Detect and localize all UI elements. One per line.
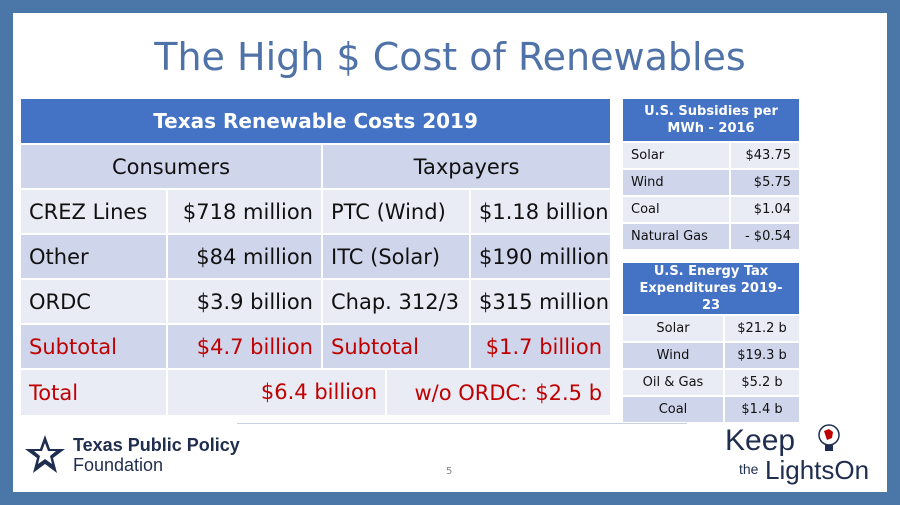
subtotal-consumer-value: $4.7 billion xyxy=(168,325,323,370)
campaign-the: the xyxy=(739,461,759,477)
consumer-label: ORDC xyxy=(21,280,168,325)
subsidy-value: $5.75 xyxy=(731,170,802,197)
org-name-line2: Foundation xyxy=(73,455,164,475)
taxpayer-label: ITC (Solar) xyxy=(323,235,471,280)
subsidies-header-row: U.S. Subsidies per MWh - 2016 xyxy=(623,99,802,143)
table-row: Wind $19.3 b xyxy=(623,343,801,370)
expenditure-value: $5.2 b xyxy=(725,370,801,397)
table-row: Natural Gas - $0.54 xyxy=(623,224,802,251)
expenditure-label: Wind xyxy=(623,343,725,370)
expenditure-label: Solar xyxy=(623,316,725,343)
table-row: Coal $1.4 b xyxy=(623,397,801,424)
subtotal-taxpayer-value: $1.7 billion xyxy=(471,325,613,370)
subsidies-table: U.S. Subsidies per MWh - 2016 Solar $43.… xyxy=(623,99,802,251)
taxpayer-label: Chap. 312/3 xyxy=(323,280,471,325)
page-number: 5 xyxy=(446,466,453,477)
subsidy-label: Coal xyxy=(623,197,731,224)
org-name-line1: Texas Public Policy xyxy=(73,435,240,455)
subtotal-taxpayer-label: Subtotal xyxy=(323,325,471,370)
expenditures-title: U.S. Energy Tax Expenditures 2019-23 xyxy=(623,263,801,316)
wo-ordc-value: $2.5 b xyxy=(535,380,603,405)
consumer-label: Other xyxy=(21,235,168,280)
divider xyxy=(237,423,687,424)
expenditures-header-row: U.S. Energy Tax Expenditures 2019-23 xyxy=(623,263,801,316)
subsidy-label: Wind xyxy=(623,170,731,197)
table-row: Other $84 million ITC (Solar) $190 milli… xyxy=(21,235,613,280)
subsidy-value: $43.75 xyxy=(731,143,802,170)
subsidy-value: $1.04 xyxy=(731,197,802,224)
expenditure-label: Oil & Gas xyxy=(623,370,725,397)
expenditure-value: $19.3 b xyxy=(725,343,801,370)
lightbulb-icon xyxy=(818,424,840,451)
subsidy-label: Natural Gas xyxy=(623,224,731,251)
table-row: Solar $43.75 xyxy=(623,143,802,170)
taxpayers-header: Taxpayers xyxy=(323,145,613,190)
expenditure-label: Coal xyxy=(623,397,725,424)
campaign-keep: Keep xyxy=(725,424,796,457)
total-row: Total $6.4 billion w/o ORDC: $2.5 b xyxy=(21,370,613,417)
taxpayer-value: $315 million xyxy=(471,280,613,325)
texas-costs-table: Texas Renewable Costs 2019 Consumers Tax… xyxy=(21,99,613,417)
column-group-row: Consumers Taxpayers xyxy=(21,145,613,190)
total-label: Total xyxy=(21,370,168,417)
table-row: Coal $1.04 xyxy=(623,197,802,224)
keep-the-lights-on-logo: Keep the LightsOn xyxy=(725,423,885,489)
consumer-value: $84 million xyxy=(168,235,323,280)
subtotal-consumer-label: Subtotal xyxy=(21,325,168,370)
expenditure-value: $1.4 b xyxy=(725,397,801,424)
consumer-value: $718 million xyxy=(168,190,323,235)
taxpayer-value: $1.18 billion xyxy=(471,190,613,235)
subtotal-row: Subtotal $4.7 billion Subtotal $1.7 bill… xyxy=(21,325,613,370)
total-values: $6.4 billion w/o ORDC: $2.5 b xyxy=(168,370,613,417)
table-header-row: Texas Renewable Costs 2019 xyxy=(21,99,613,145)
subsidies-title: U.S. Subsidies per MWh - 2016 xyxy=(623,99,802,143)
table-row: ORDC $3.9 billion Chap. 312/3 $315 milli… xyxy=(21,280,613,325)
consumer-value: $3.9 billion xyxy=(168,280,323,325)
tppf-logo: Texas Public Policy Foundation xyxy=(23,433,240,477)
wo-ordc-label: w/o ORDC: xyxy=(414,380,528,405)
slide: The High $ Cost of Renewables Texas Rene… xyxy=(13,13,887,492)
table-title: Texas Renewable Costs 2019 xyxy=(21,99,613,145)
table-row: Oil & Gas $5.2 b xyxy=(623,370,801,397)
consumers-header: Consumers xyxy=(21,145,323,190)
subsidy-value: - $0.54 xyxy=(731,224,802,251)
taxpayer-value: $190 million xyxy=(471,235,613,280)
star-icon xyxy=(25,435,65,473)
subsidy-label: Solar xyxy=(623,143,731,170)
table-row: Solar $21.2 b xyxy=(623,316,801,343)
expenditures-table: U.S. Energy Tax Expenditures 2019-23 Sol… xyxy=(623,263,801,424)
table-row: Wind $5.75 xyxy=(623,170,802,197)
total-value: $6.4 billion xyxy=(168,370,388,415)
campaign-lights-on: LightsOn xyxy=(765,455,870,485)
slide-title: The High $ Cost of Renewables xyxy=(154,35,746,79)
table-row: CREZ Lines $718 million PTC (Wind) $1.18… xyxy=(21,190,613,235)
expenditure-value: $21.2 b xyxy=(725,316,801,343)
taxpayer-label: PTC (Wind) xyxy=(323,190,471,235)
consumer-label: CREZ Lines xyxy=(21,190,168,235)
